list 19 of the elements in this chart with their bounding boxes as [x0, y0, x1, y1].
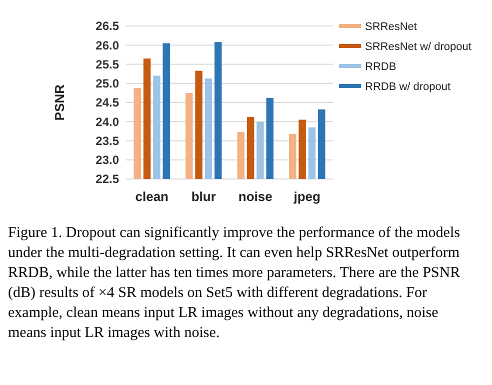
y-tick-label: 24.0 [96, 114, 120, 129]
legend-label: SRResNet [365, 20, 417, 33]
x-tick-label: noise [238, 189, 272, 204]
x-tick-label: jpeg [292, 189, 321, 204]
x-tick-label: clean [135, 189, 169, 204]
y-tick-label: 23.5 [96, 134, 120, 148]
y-tick-label: 26.0 [96, 38, 120, 52]
y-tick-label: 25.5 [96, 57, 120, 72]
y-tick-label: 25.0 [96, 76, 120, 91]
y-tick-label: 24.5 [96, 96, 120, 110]
caption: Figure 1. Dropout can significantly improve the performance of the models under the multi-degradation setting. It can even help SRResNet outperform RRDB, while the latter has ten times more parameters. There are the PSNR (dB) results of ×4 SR models on Set5 with different degradations. For example, clean means input LR images without any degradations, noise means input LR images with noise. [8, 225, 460, 341]
x-tick-label: blur [191, 189, 216, 204]
y-tick-label: 23.0 [96, 153, 120, 168]
y-axis-title: PSNR [52, 84, 67, 121]
y-tick-label: 26.5 [96, 19, 120, 34]
legend-label: SRResNet w/ dropout [365, 40, 472, 53]
y-tick-label: 22.5 [96, 172, 120, 186]
legend-label: RRDB [365, 60, 396, 73]
legend-label: RRDB w/ dropout [365, 80, 451, 93]
